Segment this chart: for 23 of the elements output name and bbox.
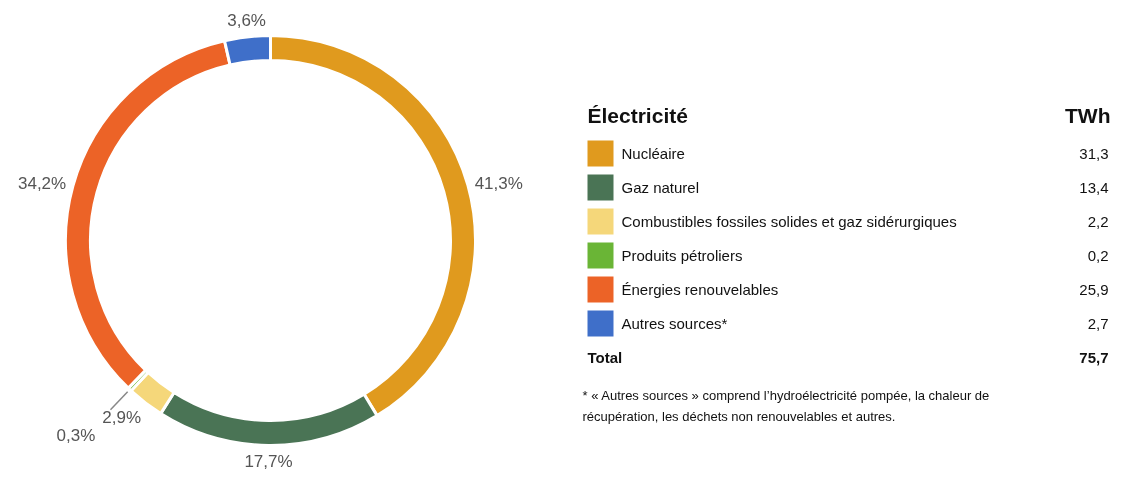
data-label: 2,9% (102, 408, 142, 428)
text: 2,7 (1087, 314, 1109, 332)
text: 25,9 (1079, 280, 1109, 298)
text: 2,2 (1087, 212, 1109, 230)
legend-label: Gaz naturel (621, 179, 700, 196)
text: 75,7 (1079, 348, 1109, 366)
data-label: 41,3% (474, 173, 523, 193)
text: * « Autres sources » comprend l’hydroélectricité pompée, la chaleur de récupération, les déchets non renouvelables et autres. (582, 388, 990, 424)
text: 31,3 (1079, 144, 1109, 162)
legend-label: Combustibles fossiles solides et gaz sidérurgiques (621, 213, 957, 230)
legend-label: Énergies renouvelables (621, 281, 779, 298)
data-label: 17,7% (244, 452, 293, 472)
data-label: 34,2% (17, 174, 67, 194)
legend-title: Électricité (587, 104, 688, 127)
text: Total (587, 349, 623, 366)
text: 0,2 (1087, 246, 1109, 264)
legend-label: Produits pétroliers (621, 247, 743, 264)
data-label: 0,3% (56, 425, 96, 445)
legend-label: Nucléaire (621, 145, 685, 162)
legend-label: Autres sources* (621, 315, 728, 332)
text: TWh (1065, 104, 1111, 127)
text: 13,4 (1079, 178, 1109, 196)
data-label: 3,6% (227, 10, 266, 30)
